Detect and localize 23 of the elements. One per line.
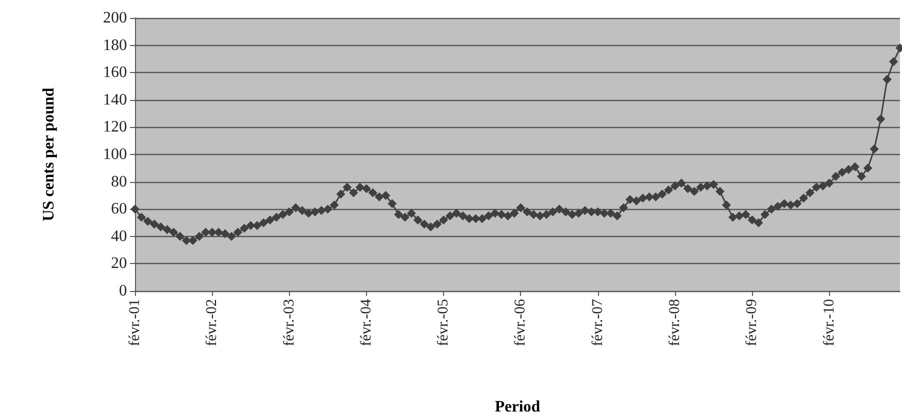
y-tick-label: 140 — [103, 91, 127, 108]
y-tick-label: 40 — [111, 228, 127, 245]
y-tick-label: 180 — [103, 36, 127, 54]
x-tick-label: févr.-01 — [127, 299, 143, 346]
y-tick-label: 60 — [111, 200, 127, 218]
x-tick-label: févr.-09 — [744, 299, 760, 346]
x-tick-label: févr.-04 — [358, 298, 374, 346]
x-tick-label: févr.-03 — [281, 299, 298, 346]
x-tick-label: févr.-06 — [512, 298, 529, 346]
y-tick-label: 120 — [103, 118, 127, 136]
x-tick-label: févr.-10 — [821, 299, 838, 346]
y-tick-label: 80 — [111, 173, 127, 190]
y-tick-label: 200 — [103, 10, 127, 26]
y-axis-title: US cents per pound — [40, 88, 58, 222]
x-tick-label: févr.-08 — [667, 299, 683, 346]
y-tick-label: 20 — [111, 255, 127, 272]
y-tick-label: 160 — [103, 64, 127, 82]
y-tick-label: 100 — [103, 146, 127, 163]
x-tick-label: févr.-07 — [590, 298, 606, 346]
y-tick-label: 0 — [119, 282, 127, 300]
x-axis-title: Period — [494, 398, 540, 416]
x-tick-label: févr.-02 — [204, 299, 220, 346]
x-tick-label: févr.-05 — [436, 299, 452, 346]
